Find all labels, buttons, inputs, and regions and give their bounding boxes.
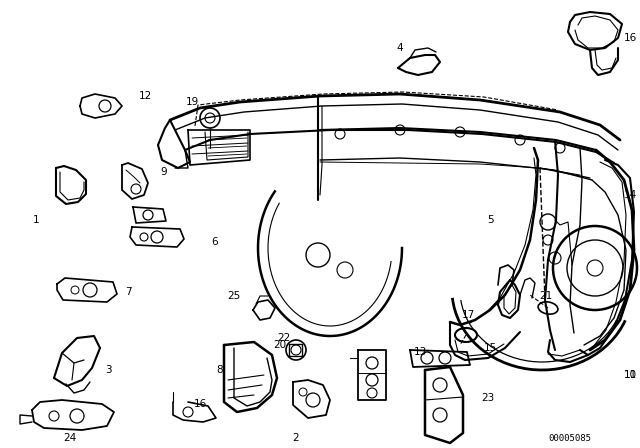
Text: 12: 12 bbox=[138, 91, 152, 101]
Text: 2: 2 bbox=[292, 433, 300, 443]
Text: 19: 19 bbox=[186, 97, 198, 107]
Text: 11: 11 bbox=[623, 370, 637, 380]
Text: 6: 6 bbox=[212, 237, 218, 247]
Text: 15: 15 bbox=[483, 343, 497, 353]
Text: 4: 4 bbox=[397, 43, 403, 53]
Text: 23: 23 bbox=[481, 393, 495, 403]
Text: 25: 25 bbox=[227, 291, 241, 301]
Text: 20: 20 bbox=[273, 340, 287, 350]
Text: 14: 14 bbox=[623, 190, 637, 200]
Text: 9: 9 bbox=[161, 167, 167, 177]
Text: 16: 16 bbox=[193, 399, 207, 409]
Text: 22: 22 bbox=[277, 333, 291, 343]
Text: 17: 17 bbox=[461, 310, 475, 320]
Text: 5: 5 bbox=[486, 215, 493, 225]
Text: 00005085: 00005085 bbox=[548, 434, 591, 443]
Text: 21: 21 bbox=[540, 291, 552, 301]
Text: 16: 16 bbox=[623, 33, 637, 43]
Text: 3: 3 bbox=[105, 365, 111, 375]
Text: 8: 8 bbox=[217, 365, 223, 375]
Text: 7: 7 bbox=[125, 287, 131, 297]
Text: 13: 13 bbox=[413, 347, 427, 357]
Text: 24: 24 bbox=[63, 433, 77, 443]
Text: 10: 10 bbox=[623, 370, 637, 380]
Text: 1: 1 bbox=[33, 215, 39, 225]
